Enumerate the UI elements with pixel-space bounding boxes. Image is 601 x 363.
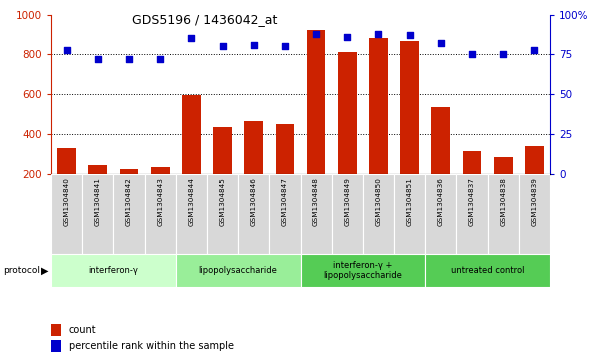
Bar bbox=[82, 174, 114, 254]
Text: GSM1304842: GSM1304842 bbox=[126, 177, 132, 225]
Bar bbox=[400, 41, 419, 174]
Bar bbox=[519, 174, 550, 254]
Text: count: count bbox=[69, 325, 96, 335]
Bar bbox=[369, 38, 388, 174]
Text: GSM1304851: GSM1304851 bbox=[407, 177, 413, 225]
Point bbox=[186, 36, 196, 41]
Text: interferon-γ: interferon-γ bbox=[88, 266, 138, 275]
Text: percentile rank within the sample: percentile rank within the sample bbox=[69, 341, 234, 351]
Text: GSM1304836: GSM1304836 bbox=[438, 177, 444, 225]
Bar bbox=[456, 174, 487, 254]
Bar bbox=[238, 174, 269, 254]
Text: lipopolysaccharide: lipopolysaccharide bbox=[199, 266, 278, 275]
Bar bbox=[145, 174, 176, 254]
Text: GSM1304844: GSM1304844 bbox=[188, 177, 194, 225]
Bar bbox=[88, 165, 107, 174]
Bar bbox=[525, 146, 544, 174]
Point bbox=[280, 44, 290, 49]
Text: GSM1304843: GSM1304843 bbox=[157, 177, 163, 225]
Text: GSM1304850: GSM1304850 bbox=[376, 177, 382, 225]
Bar bbox=[114, 174, 145, 254]
Bar bbox=[426, 254, 550, 287]
Bar bbox=[151, 167, 169, 174]
Point bbox=[311, 31, 321, 37]
Bar bbox=[338, 53, 356, 174]
Bar bbox=[176, 254, 300, 287]
Bar bbox=[332, 174, 363, 254]
Point bbox=[467, 52, 477, 57]
Bar bbox=[487, 174, 519, 254]
Bar bbox=[432, 107, 450, 174]
Bar bbox=[463, 151, 481, 174]
Bar bbox=[426, 174, 456, 254]
Text: GSM1304847: GSM1304847 bbox=[282, 177, 288, 225]
Point bbox=[498, 52, 508, 57]
Text: protocol: protocol bbox=[3, 266, 40, 275]
Point bbox=[343, 34, 352, 40]
Point bbox=[374, 31, 383, 37]
Bar bbox=[276, 124, 294, 174]
Text: interferon-γ +
lipopolysaccharide: interferon-γ + lipopolysaccharide bbox=[323, 261, 402, 280]
Bar bbox=[182, 95, 201, 174]
Point bbox=[529, 47, 539, 53]
Point bbox=[436, 40, 445, 46]
Bar bbox=[51, 254, 176, 287]
Bar bbox=[269, 174, 300, 254]
Bar bbox=[363, 174, 394, 254]
Text: GSM1304837: GSM1304837 bbox=[469, 177, 475, 225]
Bar bbox=[300, 254, 426, 287]
Text: GDS5196 / 1436042_at: GDS5196 / 1436042_at bbox=[132, 13, 278, 26]
Bar bbox=[213, 127, 232, 174]
Bar bbox=[57, 148, 76, 174]
Point bbox=[405, 32, 415, 38]
Point bbox=[156, 56, 165, 62]
Text: untreated control: untreated control bbox=[451, 266, 524, 275]
Bar bbox=[207, 174, 238, 254]
Text: GSM1304845: GSM1304845 bbox=[219, 177, 225, 225]
Text: ▶: ▶ bbox=[41, 265, 48, 276]
Bar bbox=[51, 324, 61, 336]
Bar bbox=[120, 169, 138, 174]
Text: GSM1304838: GSM1304838 bbox=[500, 177, 506, 225]
Point bbox=[62, 47, 72, 53]
Bar bbox=[307, 30, 326, 174]
Text: GSM1304841: GSM1304841 bbox=[95, 177, 101, 225]
Point bbox=[249, 42, 258, 48]
Bar bbox=[300, 174, 332, 254]
Text: GSM1304848: GSM1304848 bbox=[313, 177, 319, 225]
Text: GSM1304849: GSM1304849 bbox=[344, 177, 350, 225]
Bar bbox=[176, 174, 207, 254]
Bar bbox=[394, 174, 426, 254]
Point bbox=[218, 44, 227, 49]
Text: GSM1304839: GSM1304839 bbox=[531, 177, 537, 225]
Bar bbox=[51, 174, 82, 254]
Bar bbox=[51, 340, 61, 352]
Point bbox=[93, 56, 103, 62]
Point bbox=[124, 56, 134, 62]
Text: GSM1304840: GSM1304840 bbox=[64, 177, 70, 225]
Bar bbox=[245, 121, 263, 174]
Text: GSM1304846: GSM1304846 bbox=[251, 177, 257, 225]
Bar bbox=[494, 157, 513, 174]
